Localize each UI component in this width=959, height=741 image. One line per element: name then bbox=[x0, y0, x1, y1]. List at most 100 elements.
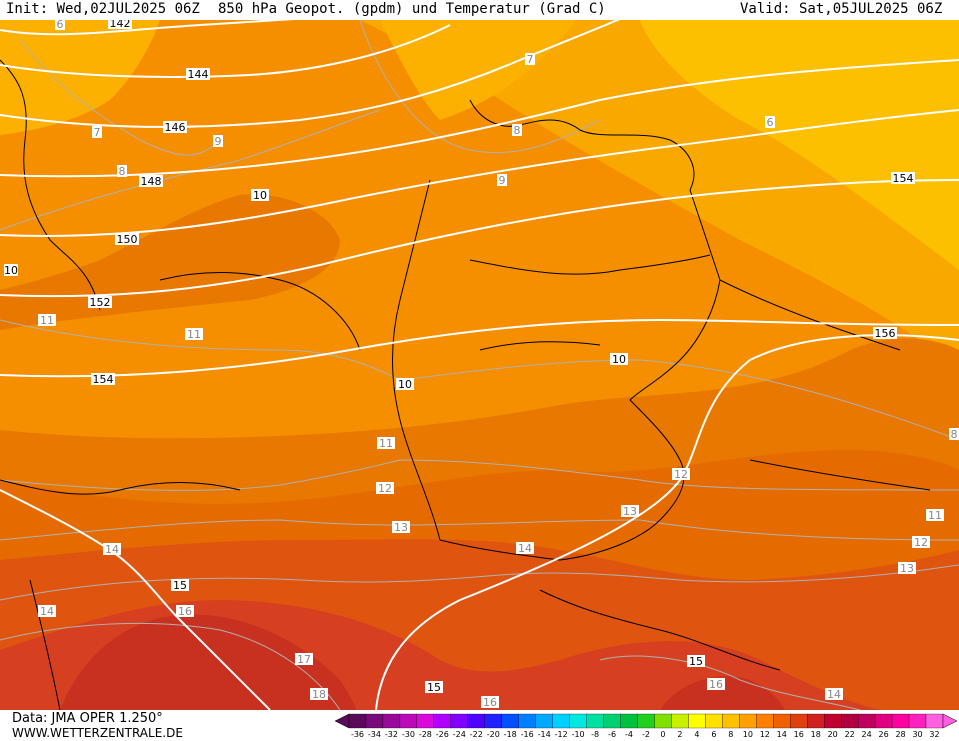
temp-label: 10 bbox=[610, 353, 628, 366]
svg-text:12: 12 bbox=[378, 482, 392, 495]
geo-label: 154 bbox=[891, 172, 915, 185]
scale-tick-label: -10 bbox=[571, 730, 585, 739]
temp-label: 11 bbox=[926, 509, 944, 522]
map-header: Init: Wed,02JUL2025 06Z 850 hPa Geopot. … bbox=[0, 0, 959, 20]
svg-text:18: 18 bbox=[312, 688, 326, 701]
map-title: 850 hPa Geopot. (gpdm) und Temperatur (G… bbox=[218, 1, 606, 17]
scale-swatch bbox=[433, 713, 451, 729]
svg-text:10: 10 bbox=[398, 378, 412, 391]
scale-tick-label: -16 bbox=[520, 730, 534, 739]
temp-label: 11 bbox=[185, 328, 203, 341]
scale-tick-label: 4 bbox=[694, 730, 700, 739]
svg-text:144: 144 bbox=[188, 68, 209, 81]
temp-label: 12 bbox=[376, 482, 394, 495]
scale-swatch bbox=[365, 713, 384, 729]
svg-text:16: 16 bbox=[483, 696, 497, 709]
scale-swatch bbox=[467, 713, 485, 729]
scale-tick-label: 16 bbox=[793, 730, 804, 739]
scale-tick-label: -14 bbox=[537, 730, 551, 739]
temp-label: 18 bbox=[310, 688, 328, 701]
temp-label: 9 bbox=[213, 135, 223, 148]
svg-text:11: 11 bbox=[379, 437, 393, 450]
scale-tick-label: 28 bbox=[895, 730, 906, 739]
temp-label: 12 bbox=[912, 536, 930, 549]
temp-label: 15 bbox=[425, 681, 443, 694]
temp-label: 13 bbox=[898, 562, 916, 575]
scale-swatch bbox=[824, 713, 842, 729]
scale-tick-label: 26 bbox=[878, 730, 889, 739]
scale-swatch bbox=[569, 713, 587, 729]
scale-swatch bbox=[586, 713, 604, 729]
scale-swatch bbox=[739, 713, 757, 729]
temp-label: 13 bbox=[621, 505, 639, 518]
scale-swatch bbox=[688, 713, 706, 729]
svg-text:13: 13 bbox=[623, 505, 637, 518]
scale-tick-label: -28 bbox=[418, 730, 432, 739]
scale-tick-label: -6 bbox=[608, 730, 617, 739]
temp-label: 7 bbox=[525, 53, 535, 66]
temp-label: 6 bbox=[765, 116, 775, 129]
temp-label: 8 bbox=[117, 165, 127, 178]
temp-label: 17 bbox=[295, 653, 313, 666]
svg-text:14: 14 bbox=[105, 543, 119, 556]
svg-text:10: 10 bbox=[4, 264, 18, 277]
svg-text:150: 150 bbox=[117, 233, 138, 246]
scale-swatch bbox=[348, 713, 367, 729]
scale-swatch bbox=[908, 713, 927, 729]
scale-tick-label: 6 bbox=[711, 730, 717, 739]
temp-label: 14 bbox=[38, 605, 56, 618]
svg-text:6: 6 bbox=[57, 20, 64, 31]
temp-label: 16 bbox=[176, 605, 194, 618]
scale-tick-label: 22 bbox=[844, 730, 855, 739]
init-time: Init: Wed,02JUL2025 06Z bbox=[6, 1, 200, 17]
geo-label: 150 bbox=[115, 233, 139, 246]
scale-swatch bbox=[790, 713, 808, 729]
temp-label: 10 bbox=[4, 264, 18, 277]
data-source: Data: JMA OPER 1.250° bbox=[12, 711, 163, 726]
svg-text:154: 154 bbox=[893, 172, 914, 185]
isohypses bbox=[0, 20, 959, 710]
scale-tick-label: 18 bbox=[810, 730, 821, 739]
scale-swatch bbox=[756, 713, 774, 729]
svg-text:8: 8 bbox=[514, 124, 521, 137]
temp-label: 9 bbox=[497, 174, 507, 187]
temp-label: 16 bbox=[707, 678, 725, 691]
scale-swatch bbox=[450, 713, 468, 729]
scale-tick-label: 30 bbox=[912, 730, 923, 739]
temp-label: 13 bbox=[392, 521, 410, 534]
scale-swatch bbox=[807, 713, 825, 729]
geo-label: 146 bbox=[163, 121, 187, 134]
geopotential-labels: 142 144 146 148 150 152 154 154 156 10 1… bbox=[88, 20, 915, 391]
scale-swatch bbox=[382, 713, 401, 729]
weather-map: 142 144 146 148 150 152 154 154 156 10 1… bbox=[0, 20, 959, 710]
svg-text:7: 7 bbox=[527, 53, 534, 66]
band-17-plus bbox=[60, 614, 356, 710]
scale-swatch bbox=[841, 713, 859, 729]
scale-tick-label: -32 bbox=[384, 730, 398, 739]
scale-tick-label: -26 bbox=[435, 730, 449, 739]
svg-text:11: 11 bbox=[928, 509, 942, 522]
svg-text:146: 146 bbox=[165, 121, 186, 134]
temp-label: 16 bbox=[481, 696, 499, 709]
scale-swatch bbox=[603, 713, 621, 729]
scale-swatch bbox=[671, 713, 689, 729]
color-scale-labels: -36 -34 -32 -30 -28 -26 -24 -22 -20 -18 -16 -14 -12-… bbox=[338, 730, 958, 741]
scale-swatch bbox=[535, 713, 553, 729]
scale-tick-label: 14 bbox=[776, 730, 787, 739]
scale-tick-label: 32 bbox=[929, 730, 940, 739]
scale-swatch bbox=[857, 713, 876, 729]
svg-text:14: 14 bbox=[518, 542, 532, 555]
svg-text:12: 12 bbox=[914, 536, 928, 549]
scale-tick-label: -20 bbox=[486, 730, 500, 739]
scale-tick-label: -36 bbox=[350, 730, 365, 739]
svg-text:8: 8 bbox=[119, 165, 126, 178]
svg-text:16: 16 bbox=[709, 678, 723, 691]
geo-label: 148 bbox=[139, 175, 163, 188]
scale-tick-label: 12 bbox=[759, 730, 770, 739]
temp-label: 14 bbox=[825, 688, 843, 701]
scale-tick-label: -4 bbox=[625, 730, 634, 739]
scale-tick-label: -30 bbox=[401, 730, 415, 739]
color-scale bbox=[335, 713, 957, 729]
scale-tick-label: -2 bbox=[642, 730, 650, 739]
svg-text:152: 152 bbox=[90, 296, 111, 309]
